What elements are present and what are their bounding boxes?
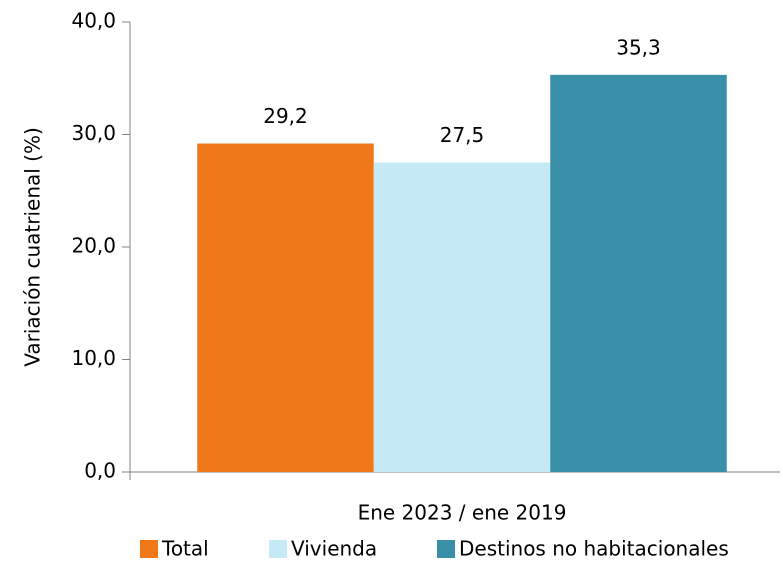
x-tick-label: Ene 2023 / ene 2019 — [358, 501, 567, 525]
y-axis-label: Variación cuatrienal (%) — [21, 127, 45, 367]
bar — [197, 143, 374, 472]
y-tick-label: 10,0 — [71, 346, 116, 370]
data-label: 27,5 — [440, 123, 485, 147]
bar — [373, 162, 551, 472]
legend-label: Total — [161, 537, 209, 561]
legend-swatch — [140, 540, 158, 558]
y-tick-label: 30,0 — [71, 121, 116, 145]
bar — [550, 74, 727, 472]
legend-swatch — [269, 540, 287, 558]
legend-swatch — [437, 540, 455, 558]
legend-label: Vivienda — [291, 537, 377, 561]
y-tick-label: 0,0 — [84, 459, 116, 483]
legend-label: Destinos no habitacionales — [459, 537, 729, 561]
y-tick-label: 40,0 — [71, 9, 116, 33]
y-tick-label: 20,0 — [71, 234, 116, 258]
data-label: 29,2 — [263, 104, 308, 128]
data-label: 35,3 — [616, 35, 661, 59]
